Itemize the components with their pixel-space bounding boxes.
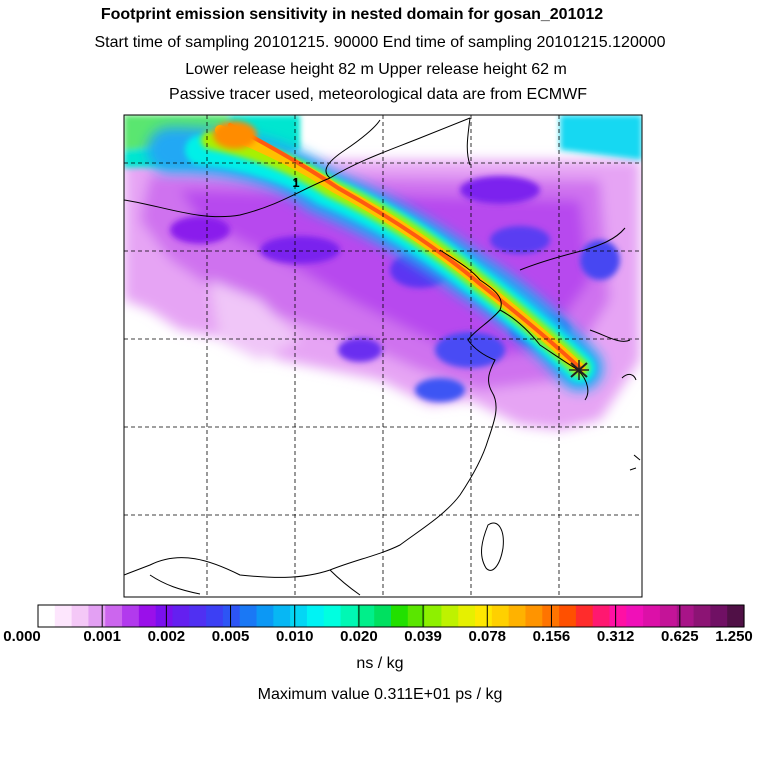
colorbar-tick-label: 0.625 (661, 628, 699, 645)
colorbar-swatch (357, 605, 375, 627)
low-sensitivity-area (124, 160, 640, 430)
colorbar-swatch (189, 605, 207, 627)
colorbar-swatch (54, 605, 73, 627)
colorbar-swatch (575, 605, 594, 627)
colorbar-swatch (71, 605, 90, 627)
colorbar-tick-labels: 0.000 0.001 0.002 0.005 0.010 0.020 0.039 0.078… (0, 628, 768, 650)
tracer-info-line: Passive tracer used, meteorological data… (169, 86, 587, 103)
colorbar-tick-label: 0.000 (3, 628, 41, 645)
colorbar-swatch (643, 605, 661, 627)
colorbar-swatch (340, 605, 358, 627)
colorbar-swatch (727, 605, 745, 627)
colorbar-swatch (323, 605, 342, 627)
colorbar-tick-label: 0.078 (468, 628, 507, 645)
colorbar-swatch (508, 605, 527, 627)
colorbar-swatch (290, 605, 308, 627)
plume (147, 121, 603, 391)
colorbar-swatch (491, 605, 510, 627)
colorbar-swatch (626, 605, 644, 627)
colorbar-swatch (458, 605, 476, 627)
lat-lon-grid (124, 115, 642, 597)
colorbar-swatch (441, 605, 459, 627)
sensitivity-field (124, 115, 642, 597)
colorbar-tick-label: 0.001 (83, 628, 121, 645)
colorbar-tick-label: 0.156 (532, 628, 571, 645)
colorbar-swatch (88, 605, 106, 627)
colorbar-swatch (239, 605, 258, 627)
colorbar-tick-label: 0.039 (404, 628, 442, 645)
colorbar-tick-label: 1.250 (715, 628, 753, 645)
colorbar-swatch (306, 605, 325, 627)
colorbar-tick-label: 0.005 (211, 628, 250, 645)
colorbar-swatch (172, 605, 190, 627)
colorbar-swatch (676, 605, 695, 627)
footprint-map: 1 (37, 114, 745, 628)
colorbar-tick-label: 0.312 (596, 628, 635, 645)
colorbar-swatch (525, 605, 543, 627)
colorbar-swatch (391, 605, 409, 627)
colorbar-swatch (407, 605, 426, 627)
sampling-time-line: Start time of sampling 20101215. 90000 E… (94, 34, 666, 51)
colorbar-tick-label: 0.020 (340, 628, 378, 645)
colorbar (37, 605, 745, 627)
colorbar-swatch (105, 605, 123, 627)
colorbar-swatch (138, 605, 157, 627)
colorbar-swatch (38, 605, 56, 627)
colorbar-swatch (273, 605, 291, 627)
colorbar-swatch (155, 605, 174, 627)
colorbar-unit: ns / kg (356, 655, 404, 672)
map-title: Footprint emission sensitivity in nested… (100, 6, 604, 23)
colorbar-swatch (374, 605, 392, 627)
colorbar-swatch (475, 605, 493, 627)
maximum-value-text: Maximum value 0.311E+01 ps / kg (257, 686, 503, 703)
colorbar-swatch (609, 605, 627, 627)
release-height-line: Lower release height 82 m Upper release … (185, 61, 567, 78)
map-frame (123, 114, 643, 598)
colorbar-swatch (659, 605, 678, 627)
colorbar-tick-label: 0.002 (147, 628, 186, 645)
colorbar-swatch (592, 605, 611, 627)
colorbar-frame (37, 604, 745, 628)
colorbar-swatch (559, 605, 577, 627)
station-marker (569, 360, 589, 380)
colorbar-swatch (693, 605, 711, 627)
colorbar-swatch (256, 605, 274, 627)
colorbar-swatch (206, 605, 224, 627)
release-point-label: 1 (292, 175, 299, 190)
colorbar-tick-label: 0.010 (275, 628, 314, 645)
colorbar-swatch (710, 605, 728, 627)
colorbar-swatch (122, 605, 140, 627)
colorbar-swatch (222, 605, 241, 627)
colorbar-swatch (424, 605, 443, 627)
